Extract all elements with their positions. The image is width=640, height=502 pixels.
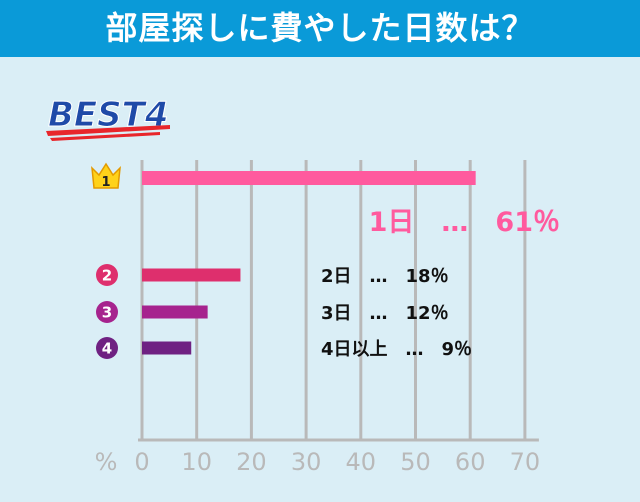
title-bar: 部屋探しに費やした日数は？ — [0, 0, 640, 57]
bar-data-label: 1日 … 61％ — [369, 207, 560, 238]
bar-labels: 1日 … 61％ 2日 … 18％ 3日 … 12％ 4日以上 … 9％ — [321, 207, 560, 360]
bar — [142, 171, 476, 185]
x-tick-label: 20 — [236, 448, 267, 476]
crown-icon — [91, 162, 121, 189]
rank-number: 3 — [102, 304, 112, 322]
x-tick-label: 10 — [181, 448, 212, 476]
x-tick-label: 0 — [134, 448, 149, 476]
crown-shape — [91, 162, 121, 189]
bar — [142, 305, 208, 319]
best4-badge: BEST4 — [46, 95, 170, 141]
bar — [142, 341, 192, 355]
x-tick-label: 70 — [510, 448, 541, 476]
rank-markers: 1 2 3 4 — [91, 162, 121, 359]
rank-number: 4 — [102, 340, 112, 358]
rank-badge — [96, 301, 118, 323]
x-tick-label: 50 — [400, 448, 431, 476]
grid — [138, 160, 539, 442]
rank-number: 1 — [101, 175, 110, 190]
rank-badge — [96, 264, 118, 286]
bar-data-label: 3日 … 12％ — [321, 303, 449, 324]
badge-underline-stroke — [50, 132, 160, 141]
x-tick-label: 40 — [346, 448, 377, 476]
bar — [142, 268, 241, 282]
x-tick-label: 30 — [291, 448, 322, 476]
chart-title: 部屋探しに費やした日数は？ — [105, 9, 535, 47]
bar-data-label: 4日以上 … 9％ — [321, 339, 472, 360]
bars — [142, 171, 476, 355]
bar-data-label: 2日 … 18％ — [321, 266, 449, 287]
badge-underline-stroke — [46, 125, 170, 136]
rank-badge — [96, 337, 118, 359]
rank-number: 2 — [102, 267, 112, 285]
x-axis-label: % — [95, 448, 118, 476]
x-tick-label: 60 — [455, 448, 486, 476]
x-axis-ticks: 0 10 20 30 40 50 60 70% — [95, 448, 541, 476]
